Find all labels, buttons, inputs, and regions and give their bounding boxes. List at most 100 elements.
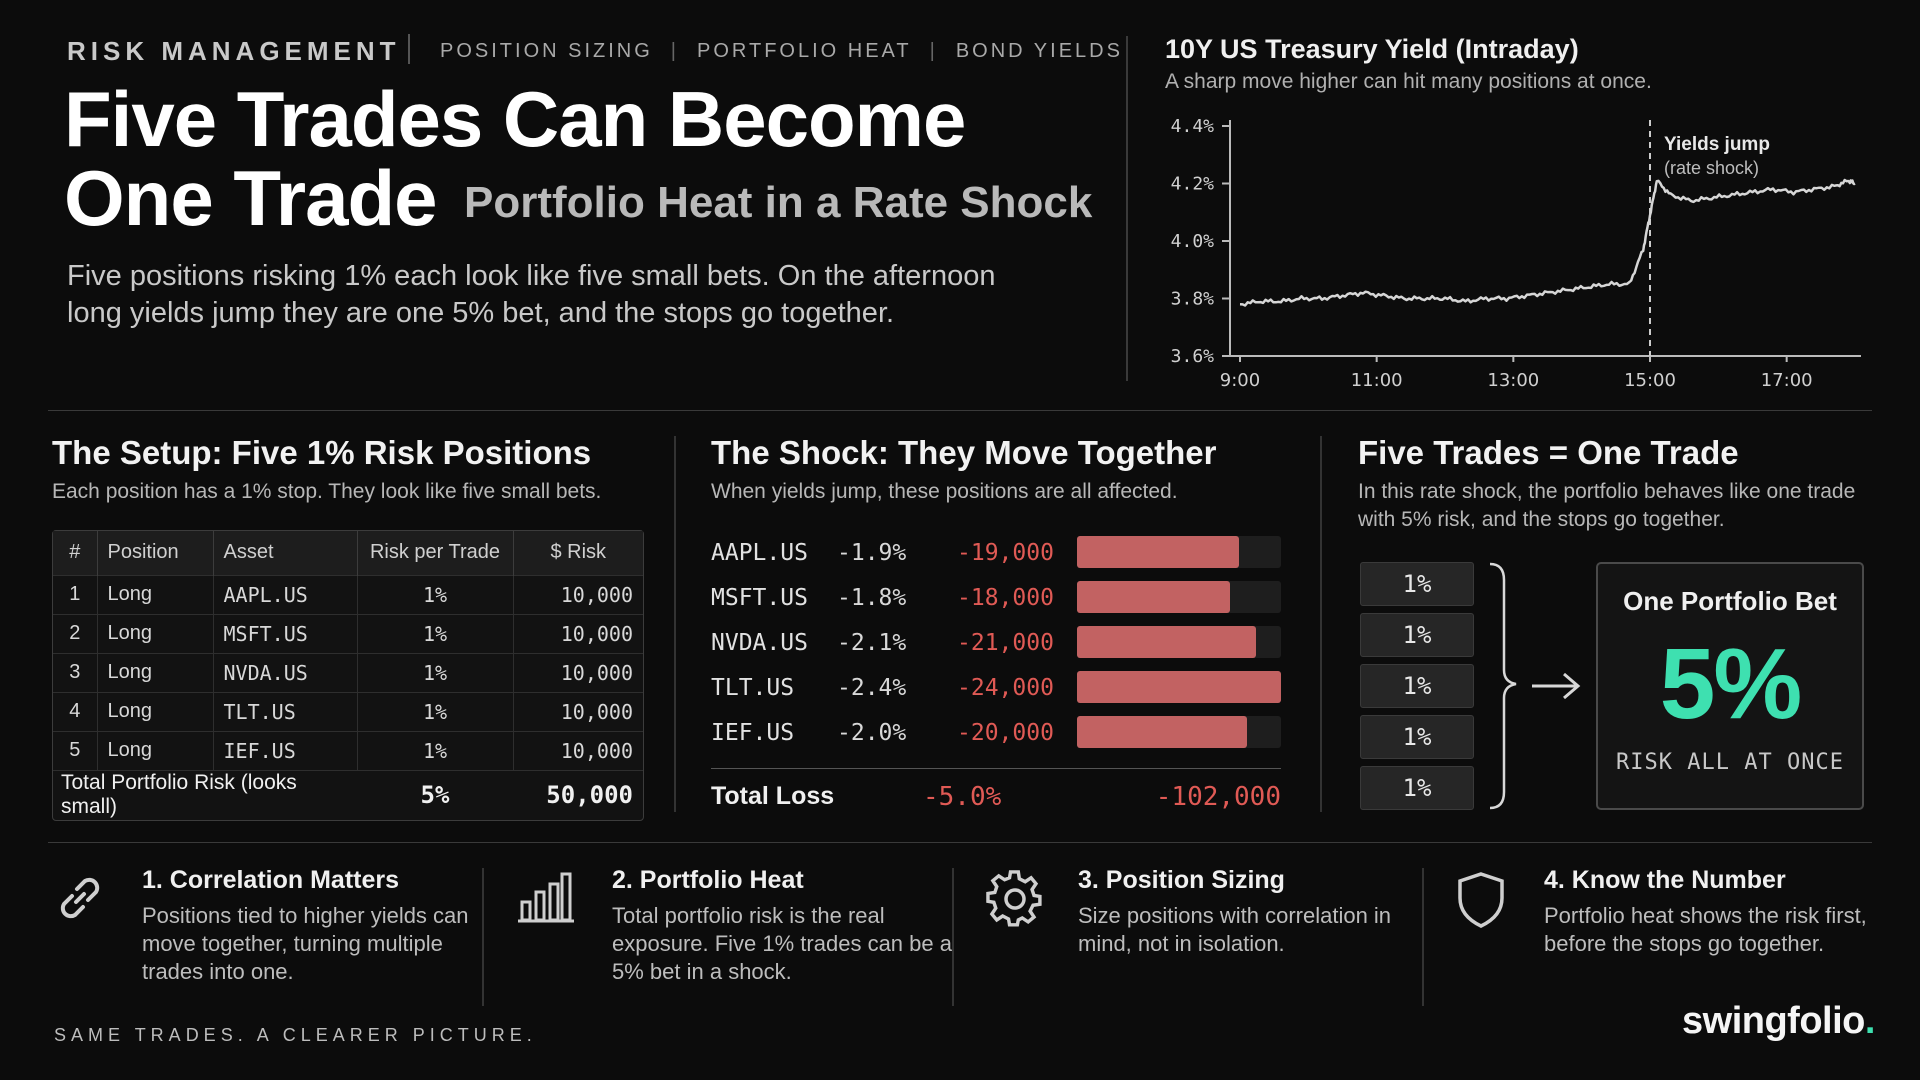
- page-title-line2: One Trade: [64, 154, 437, 242]
- shock-subtext: When yields jump, these positions are al…: [711, 480, 1178, 503]
- shock-row: IEF.US -2.0% -20,000: [711, 716, 1281, 752]
- loss-bar: [1077, 581, 1230, 613]
- row-risk-pct: 1%: [357, 730, 514, 770]
- tip-divider: [482, 868, 484, 1006]
- row-risk-usd: 10,000: [513, 574, 643, 614]
- page-subtitle: Portfolio Heat in a Rate Shock: [464, 178, 1093, 227]
- column-divider: [674, 436, 676, 812]
- footer-tagline: SAME TRADES. A CLEARER PICTURE.: [54, 1025, 537, 1045]
- bar-chart-icon: [518, 872, 574, 923]
- loss-bar-track: [1077, 536, 1281, 568]
- table-row: 2 Long MSFT.US 1% 10,000: [53, 613, 643, 653]
- shock-pct: -1.8%: [837, 585, 907, 611]
- risk-chip: 1%: [1360, 562, 1474, 606]
- loss-bar-track: [1077, 626, 1281, 658]
- loss-bar: [1077, 716, 1247, 748]
- tip-body: Portfolio heat shows the risk first, bef…: [1544, 903, 1867, 956]
- row-index: 5: [53, 730, 98, 770]
- tip-title: 1. Correlation Matters: [142, 866, 400, 894]
- row-risk-usd: 10,000: [513, 691, 643, 731]
- col-asset: Asset: [213, 531, 358, 575]
- brand-dot: .: [1864, 1000, 1876, 1042]
- section-divider: [48, 410, 1872, 411]
- shock-ticker: TLT.US: [711, 675, 795, 701]
- row-position: Long: [97, 652, 214, 692]
- yield-series-line: [1239, 178, 1856, 307]
- total-risk-label: Total Portfolio Risk (looks small): [53, 769, 357, 820]
- shock-total-row: Total Loss -5.0% -102,000: [711, 780, 1281, 816]
- annotation-label: Yields jump: [1664, 134, 1770, 155]
- row-asset: MSFT.US: [213, 613, 358, 653]
- row-risk-pct: 1%: [357, 613, 514, 653]
- loss-bar-track: [1077, 716, 1281, 748]
- col-dollar-risk: $ Risk: [513, 531, 643, 575]
- five-heading: Five Trades = One Trade: [1358, 434, 1739, 471]
- y-tick-label: 3.6%: [1171, 346, 1215, 367]
- loss-bar: [1077, 671, 1281, 703]
- tip-body: Positions tied to higher yields can move…: [142, 903, 469, 984]
- tip-title: 2. Portfolio Heat: [612, 866, 804, 894]
- table-row: 3 Long NVDA.US 1% 10,000: [53, 652, 643, 692]
- row-risk-usd: 10,000: [513, 652, 643, 692]
- row-risk-pct: 1%: [357, 574, 514, 614]
- eyebrow: RISK MANAGEMENT: [67, 36, 401, 66]
- table-row: 1 Long AAPL.US 1% 10,000: [53, 574, 643, 614]
- setup-subtext: Each position has a 1% stop. They look l…: [52, 480, 602, 503]
- shock-usd: -18,000: [957, 585, 1054, 611]
- row-risk-usd: 10,000: [513, 613, 643, 653]
- shock-pct: -2.1%: [837, 630, 907, 656]
- bet-caption: RISK ALL AT ONCE: [1616, 750, 1844, 775]
- setup-heading: The Setup: Five 1% Risk Positions: [52, 434, 592, 471]
- five-subtext: In this rate shock, the portfolio behave…: [1358, 480, 1856, 531]
- portfolio-bet-card: One Portfolio Bet 5% RISK ALL AT ONCE: [1596, 562, 1864, 810]
- shock-pct: -1.9%: [837, 540, 907, 566]
- tip-body: Size positions with correlation in mind,…: [1078, 903, 1392, 956]
- row-position: Long: [97, 574, 214, 614]
- row-position: Long: [97, 691, 214, 731]
- shock-usd: -24,000: [957, 675, 1054, 701]
- topic-separator: |: [929, 40, 938, 62]
- shock-usd: -21,000: [957, 630, 1054, 656]
- gear-icon: [986, 870, 1042, 927]
- risk-chip: 1%: [1360, 664, 1474, 708]
- row-index: 2: [53, 613, 98, 653]
- shock-heading: The Shock: They Move Together: [711, 434, 1217, 471]
- total-loss-pct: -5.0%: [923, 782, 1002, 812]
- row-risk-usd: 10,000: [513, 730, 643, 770]
- column-divider: [1320, 436, 1322, 812]
- annotation-sublabel: (rate shock): [1664, 158, 1759, 178]
- row-asset: TLT.US: [213, 691, 358, 731]
- total-rule: [711, 768, 1281, 769]
- chart-title: 10Y US Treasury Yield (Intraday): [1165, 34, 1579, 64]
- total-risk-usd: 50,000: [513, 769, 643, 820]
- eyebrow-divider: [408, 34, 410, 64]
- link-icon: [60, 877, 100, 919]
- table-row: 5 Long IEF.US 1% 10,000: [53, 730, 643, 770]
- col-index: #: [53, 531, 98, 575]
- y-tick-label: 3.8%: [1171, 289, 1215, 310]
- shock-usd: -19,000: [957, 540, 1054, 566]
- y-tick-label: 4.4%: [1171, 116, 1215, 137]
- table-row: 4 Long TLT.US 1% 10,000: [53, 691, 643, 731]
- x-tick-label: 17:00: [1761, 370, 1813, 391]
- risk-chip: 1%: [1360, 613, 1474, 657]
- yield-chart: 4.4% 4.2% 4.0% 3.8% 3.6%9:00 11:00 13:00 15:00 1…: [1171, 116, 1861, 391]
- x-tick-label: 9:00: [1220, 370, 1260, 391]
- shock-row: TLT.US -2.4% -24,000: [711, 671, 1281, 707]
- loss-bar-track: [1077, 581, 1281, 613]
- y-tick-label: 4.0%: [1171, 231, 1215, 252]
- row-asset: IEF.US: [213, 730, 358, 770]
- x-tick-label: 15:00: [1624, 370, 1676, 391]
- brace-icon: [1489, 562, 1517, 810]
- shield-icon: [1458, 872, 1504, 928]
- bet-title: One Portfolio Bet: [1623, 586, 1837, 616]
- chart-subtitle: A sharp move higher can hit many positio…: [1165, 70, 1652, 93]
- shock-pct: -2.4%: [837, 675, 907, 701]
- x-tick-label: 13:00: [1487, 370, 1539, 391]
- page-title-line1: Five Trades Can Become: [64, 75, 966, 163]
- shock-ticker: MSFT.US: [711, 585, 808, 611]
- tip-body: Total portfolio risk is the real exposur…: [612, 903, 952, 984]
- loss-bar: [1077, 536, 1239, 568]
- header-divider: [1126, 36, 1128, 381]
- x-tick-label: 11:00: [1351, 370, 1403, 391]
